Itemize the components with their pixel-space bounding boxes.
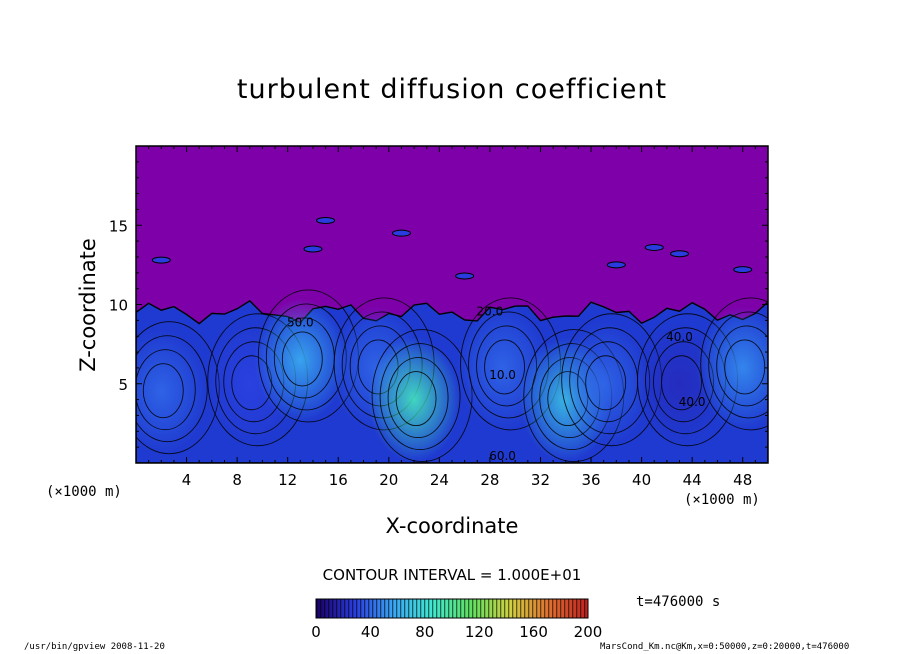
eddy-contour — [136, 349, 196, 431]
y-tick-label: 15 — [109, 217, 128, 235]
eddy-blob — [557, 321, 650, 446]
contour-speck — [733, 266, 753, 274]
colorbar-stripes — [316, 599, 588, 618]
footer-right-text: MarsCond_Km.nc@Km,x=0:50000,z=0:20000,t=… — [600, 642, 850, 652]
eddy-contour — [724, 339, 766, 395]
contour-label: 20.0 — [477, 305, 504, 319]
eddy-contour — [379, 343, 461, 451]
colorbar-tick-label: 0 — [311, 623, 321, 641]
x-tick-label: 24 — [430, 471, 449, 489]
eddy-contour — [281, 331, 323, 387]
y-tick-label: 5 — [118, 376, 128, 394]
footer-left-text: /usr/bin/gpview 2008-11-20 — [24, 642, 165, 652]
eddy-contour — [708, 311, 768, 419]
x-tick-label: 8 — [232, 471, 242, 489]
contour-speck — [151, 256, 171, 264]
colorbar-tick-label: 80 — [415, 623, 434, 641]
contour-label: 50.0 — [287, 316, 314, 330]
chart-title: turbulent diffusion coefficient — [236, 74, 668, 105]
x-tick-label: 16 — [329, 471, 348, 489]
contour-label: 40.0 — [679, 395, 706, 409]
y-tick-label: 10 — [109, 297, 128, 315]
colorbar-frame — [315, 598, 589, 619]
x-tick-label: 32 — [531, 471, 550, 489]
time-label: t=476000 s — [636, 594, 721, 610]
eddy-contour — [395, 371, 437, 427]
eddy-contour — [484, 339, 526, 395]
contour-interval-label: CONTOUR INTERVAL = 1.000E+01 — [322, 566, 582, 584]
eddy-contour — [716, 325, 768, 407]
x-tick-label: 12 — [278, 471, 297, 489]
contour-speck — [670, 250, 690, 258]
contour-speck — [391, 229, 411, 237]
x-axis-label: X-coordinate — [385, 514, 519, 538]
eddy-contour — [142, 363, 184, 419]
eddy-blob — [254, 297, 347, 422]
x-tick-label: 36 — [581, 471, 600, 489]
x-tick-label: 44 — [683, 471, 702, 489]
x-tick-label: 40 — [632, 471, 651, 489]
eddy-contour — [700, 297, 768, 431]
eddy-contour — [585, 355, 627, 411]
x-tick-label: 48 — [733, 471, 752, 489]
plot-area: 50.0 20.0 10.0 40.0 40.0 60.0 — [136, 146, 768, 463]
contour-label: 60.0 — [489, 449, 516, 463]
x-axis-unit-right: (×1000 m) — [684, 492, 760, 508]
eddy-blob — [368, 337, 461, 462]
contour-speck — [644, 243, 664, 251]
x-tick-label: 20 — [379, 471, 398, 489]
x-tick-label: 28 — [480, 471, 499, 489]
eddy-blob — [136, 329, 208, 454]
colorbar-tick-label: 160 — [519, 623, 548, 641]
contour-speck — [455, 272, 475, 280]
contour-label: 10.0 — [489, 368, 516, 382]
colorbar-tick-label: 200 — [574, 623, 603, 641]
colorbar-tick-label: 120 — [465, 623, 494, 641]
contour-speck — [303, 245, 323, 253]
colorbar-tick-label: 40 — [361, 623, 380, 641]
contour-label: 40.0 — [666, 330, 693, 344]
contour-speck — [606, 261, 626, 269]
eddy-contour — [387, 357, 449, 439]
x-tick-label: 4 — [182, 471, 192, 489]
x-axis-unit-left: (×1000 m) — [46, 484, 122, 500]
contour-speck — [316, 216, 336, 224]
